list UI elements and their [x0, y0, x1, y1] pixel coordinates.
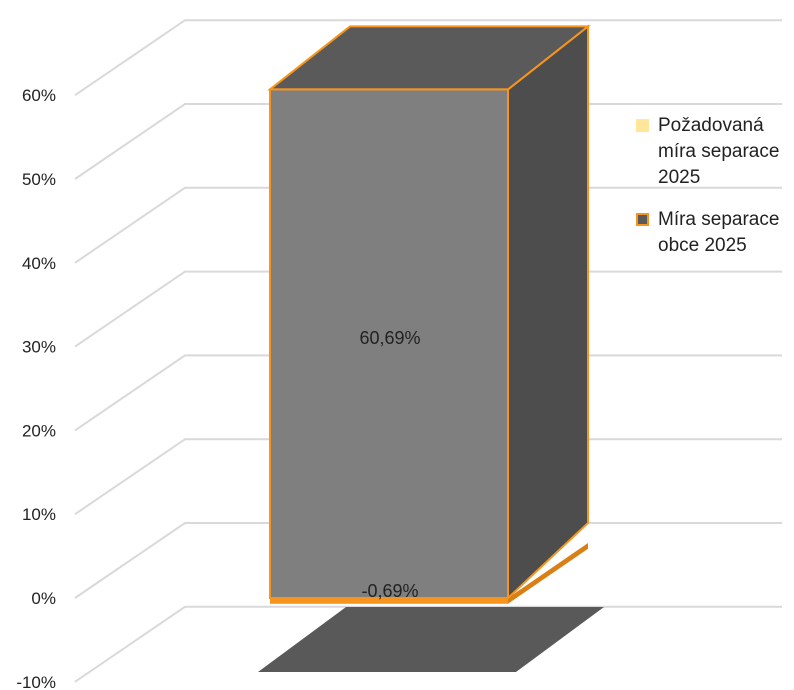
bar-side-required — [508, 543, 588, 604]
floor-shadow — [258, 607, 604, 672]
y-tick-label: 0% — [31, 589, 56, 608]
y-tick-label: 20% — [22, 421, 56, 440]
gridline — [74, 19, 782, 97]
bars — [267, 24, 591, 604]
bar-side-municipality — [507, 24, 589, 601]
data-label-required: -0,69% — [361, 581, 418, 601]
legend: Požadovaná míra separace 2025 Míra separ… — [636, 113, 794, 275]
floor-shadow-shape — [258, 607, 604, 672]
y-tick-label: 60% — [22, 86, 56, 105]
bar-front-required — [270, 598, 508, 604]
legend-item-required: Požadovaná míra separace 2025 — [636, 113, 794, 191]
data-label-municipality: 60,69% — [359, 328, 420, 348]
y-tick-label: 10% — [22, 505, 56, 524]
gridline — [74, 605, 782, 683]
legend-label-required: Požadovaná míra separace 2025 — [658, 115, 780, 188]
y-tick-label: 50% — [22, 170, 56, 189]
bar-front-municipality — [269, 88, 509, 600]
data-labels: 60,69% -0,69% — [359, 328, 420, 601]
legend-item-municipality: Míra separace obce 2025 — [636, 207, 794, 259]
y-tick-label: 30% — [22, 338, 56, 357]
legend-label-municipality: Míra separace obce 2025 — [658, 209, 780, 256]
y-tick-label: -10% — [16, 673, 56, 690]
y-tick-label: 40% — [22, 254, 56, 273]
gridlines — [74, 19, 782, 683]
legend-swatch-municipality — [636, 213, 649, 226]
y-axis-ticks: -10% 0% 10% 20% 30% 40% 50% 60% — [16, 86, 56, 690]
legend-swatch-required — [636, 119, 649, 132]
